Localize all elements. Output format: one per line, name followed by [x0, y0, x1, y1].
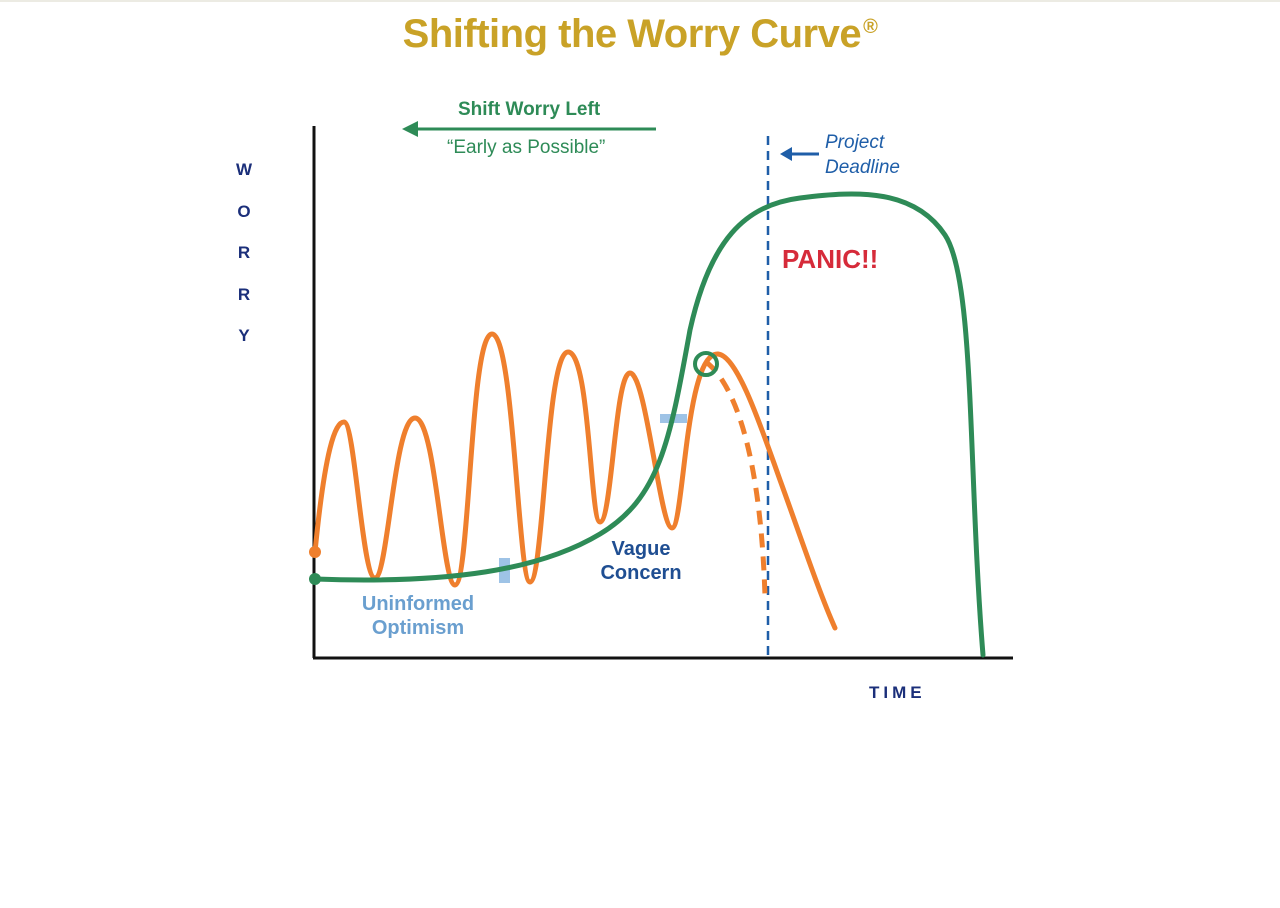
intersection-ring	[693, 351, 719, 377]
shift-worry-subtitle: “Early as Possible”	[447, 137, 606, 158]
top-border	[0, 0, 1280, 2]
vague-concern-label: Vague Concern	[595, 537, 687, 585]
green-worry-curve	[312, 191, 986, 658]
y-axis-letter-o: O	[237, 202, 251, 221]
page-title: Shifting the Worry Curve ®	[0, 12, 1280, 57]
panic-label: PANIC!!	[782, 244, 879, 274]
shift-left-arrow-head	[402, 121, 418, 137]
title-text: Shifting the Worry Curve	[402, 12, 862, 56]
uninformed-line2: Optimism	[371, 617, 465, 639]
orange-start-dot	[309, 546, 321, 558]
uninformed-line1: Uninformed	[361, 593, 475, 615]
deadline-label-line1: Project	[825, 132, 885, 153]
deadline-label-line2: Deadline	[825, 157, 900, 178]
registered-mark: ®	[863, 16, 878, 38]
vague-line1: Vague	[611, 538, 671, 560]
shift-worry-title: Shift Worry Left	[458, 99, 601, 120]
orange-worry-curve	[312, 331, 838, 631]
vague-line2: Concern	[600, 562, 682, 584]
green-start-dot	[309, 573, 321, 585]
y-axis-letter-y: Y	[238, 326, 250, 345]
y-axis-letter-r1: R	[237, 243, 251, 262]
deadline-arrow-head	[780, 147, 792, 161]
orange-dashed-branch	[704, 360, 768, 597]
y-axis-letter-w: W	[236, 160, 253, 179]
uninformed-optimism-label: Uninformed Optimism	[354, 592, 482, 640]
x-axis-label: TIME	[869, 683, 926, 702]
y-axis-letter-r2: R	[237, 285, 251, 304]
deadline-label: Project Deadline	[825, 130, 900, 180]
